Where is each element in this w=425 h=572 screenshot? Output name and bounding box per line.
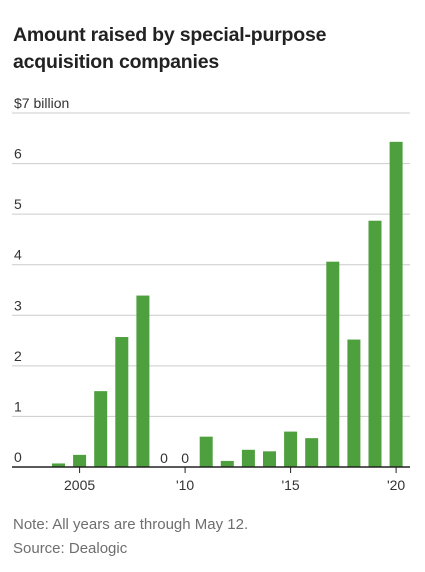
bar: [368, 220, 382, 467]
chart-title: Amount raised by special-purpose acquisi…: [13, 24, 327, 73]
y-tick-label: 6: [14, 146, 22, 162]
source-text: Source: Dealogic: [13, 540, 128, 557]
y-tick-label: 0: [14, 449, 22, 465]
bar: [305, 438, 319, 467]
bar: [347, 339, 361, 467]
y-tick-label: $7 billion: [14, 95, 69, 111]
value-label: 0: [181, 450, 189, 466]
x-tick-label: '20: [387, 477, 405, 493]
bar: [263, 451, 276, 467]
x-tick-label: '10: [176, 477, 194, 493]
x-tick-label: '15: [281, 477, 299, 493]
note-text: Note: All years are through May 12.: [13, 516, 249, 533]
bar: [389, 141, 403, 467]
bar: [326, 261, 340, 467]
y-tick-label: 4: [14, 247, 22, 263]
bar: [136, 295, 150, 467]
bar: [73, 454, 87, 467]
x-tick-label: 2005: [64, 477, 95, 493]
value-label: 0: [160, 450, 168, 466]
bar: [220, 460, 234, 467]
y-tick-label: 5: [14, 196, 22, 212]
bar: [52, 463, 65, 467]
bar: [115, 337, 129, 467]
bar: [199, 436, 213, 467]
bar: [284, 431, 298, 467]
y-tick-label: 2: [14, 348, 22, 364]
bar: [94, 391, 108, 467]
chart-notes: Note: All years are through May 12. Sour…: [13, 513, 413, 561]
y-tick-label: 1: [14, 398, 22, 414]
bar: [241, 449, 255, 467]
y-tick-label: 3: [14, 297, 22, 313]
